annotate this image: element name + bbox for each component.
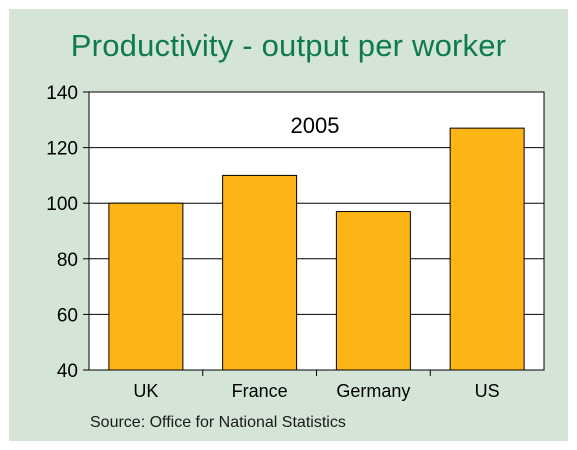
bar-uk xyxy=(108,202,184,371)
y-tick-label: 100 xyxy=(46,194,78,215)
bar-france xyxy=(222,174,298,371)
source-note: Source: Office for National Statistics xyxy=(90,414,346,431)
x-tick-label: US xyxy=(475,381,500,401)
y-tick-label: 120 xyxy=(46,139,78,160)
y-tick-label: 60 xyxy=(57,305,78,326)
axes: 40 60 80 100 120 140 UK France Germany US xyxy=(46,83,499,401)
x-tick-label: UK xyxy=(133,381,158,401)
bar-germany xyxy=(335,211,411,371)
year-annotation: 2005 xyxy=(291,113,340,138)
x-tick-label: France xyxy=(232,381,288,401)
y-tick-label: 140 xyxy=(46,83,78,104)
y-tick-label: 80 xyxy=(57,250,78,271)
x-tick-label: Germany xyxy=(336,381,410,401)
bar-us xyxy=(449,127,525,371)
y-tick-label: 40 xyxy=(57,361,78,382)
bars xyxy=(108,127,525,371)
chart-title: Productivity - output per worker xyxy=(70,28,507,63)
